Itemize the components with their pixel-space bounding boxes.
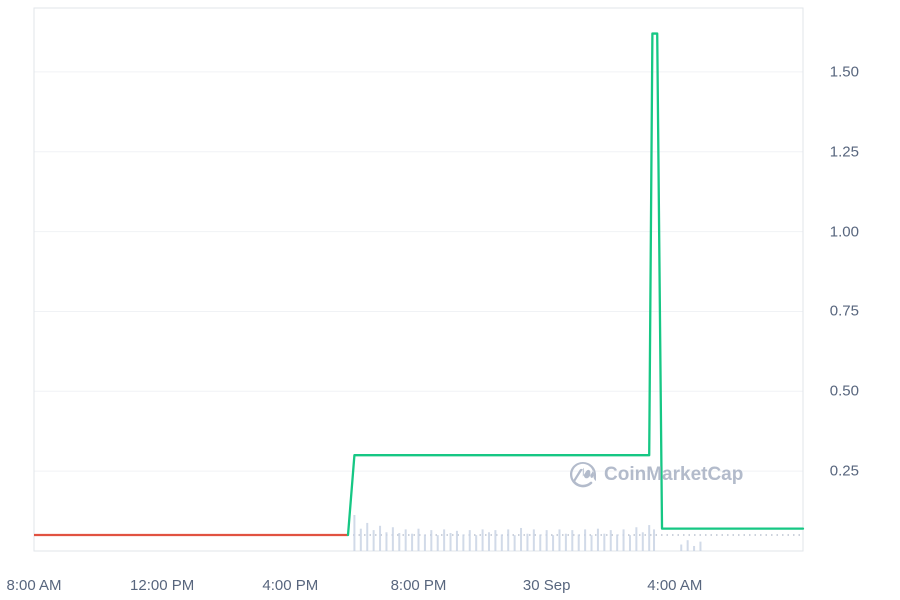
x-axis-tick-label: 4:00 PM xyxy=(262,577,318,594)
x-axis-tick-label: 4:00 AM xyxy=(647,577,702,594)
y-axis-tick-label: 0.50 xyxy=(830,383,859,400)
x-axis-tick-label: 12:00 PM xyxy=(130,577,194,594)
y-axis-tick-label: 1.50 xyxy=(830,63,859,80)
coinmarketcap-watermark: CoinMarketCap xyxy=(570,462,743,488)
y-axis-tick-label: 0.25 xyxy=(830,463,859,480)
chart-svg xyxy=(0,0,900,600)
watermark-text: CoinMarketCap xyxy=(604,464,743,486)
y-axis-tick-label: 1.25 xyxy=(830,143,859,160)
coinmarketcap-logo-icon xyxy=(570,462,596,488)
y-axis-tick-label: 0.75 xyxy=(830,303,859,320)
y-axis-tick-label: 1.00 xyxy=(830,223,859,240)
x-axis-tick-label: 30 Sep xyxy=(523,577,571,594)
x-axis-tick-label: 8:00 PM xyxy=(391,577,447,594)
price-chart[interactable]: 0.25 0.50 0.75 1.00 1.25 1.50 8:00 AM 12:00 PM… xyxy=(0,0,900,600)
x-axis-tick-label: 8:00 AM xyxy=(6,577,61,594)
